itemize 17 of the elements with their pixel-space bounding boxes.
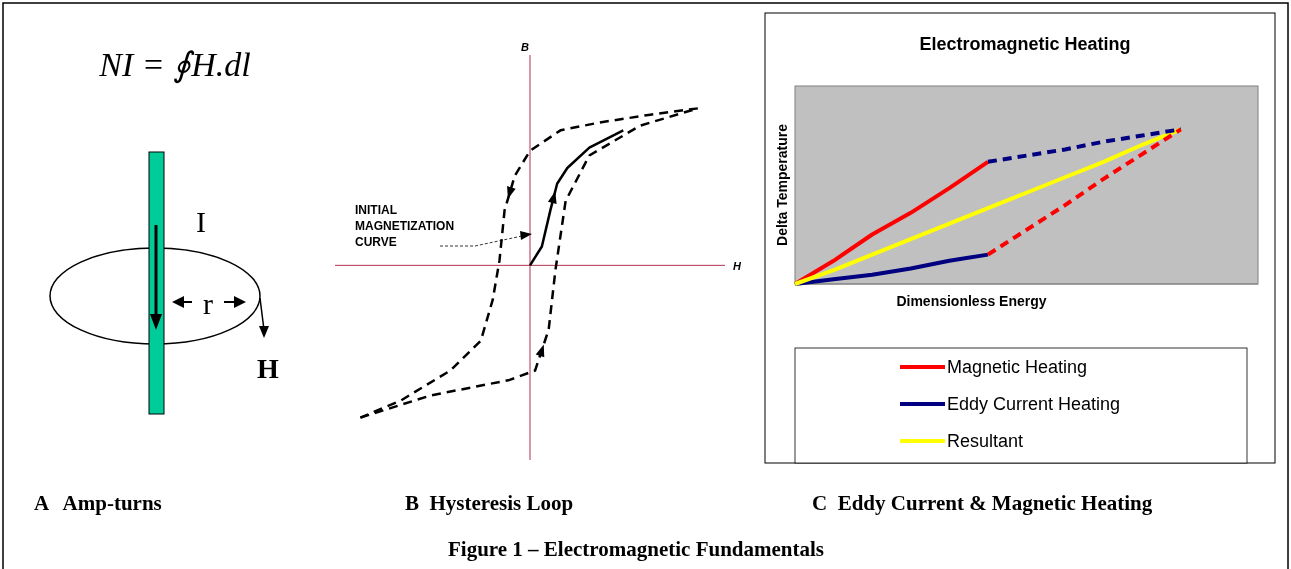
- text: I: [196, 205, 206, 238]
- text: B Hysteresis Loop: [405, 491, 574, 515]
- text: r: [203, 287, 213, 320]
- legend-label: Eddy Current Heating: [947, 394, 1121, 414]
- caption: Figure 1 – Electromagnetic Fundamentals: [447, 537, 825, 561]
- text: C Eddy Current & Magnetic Heating: [812, 491, 1153, 515]
- text: H: [257, 353, 280, 384]
- y-axis-title: Delta Temperature: [774, 123, 790, 246]
- legend-label: Resultant: [947, 431, 1024, 451]
- legend-label: Magnetic Heating: [947, 357, 1088, 377]
- text: NI = ∮H.dl: [98, 46, 251, 84]
- text: B: [521, 41, 530, 53]
- x-axis-title: Dimensionless Energy: [896, 293, 1047, 309]
- text: INITIAL MAGNETIZATION CURVE: [355, 203, 455, 249]
- text: H: [733, 260, 742, 273]
- chart-title: Electromagnetic Heating: [919, 34, 1131, 54]
- text: A Amp-turns: [34, 491, 162, 515]
